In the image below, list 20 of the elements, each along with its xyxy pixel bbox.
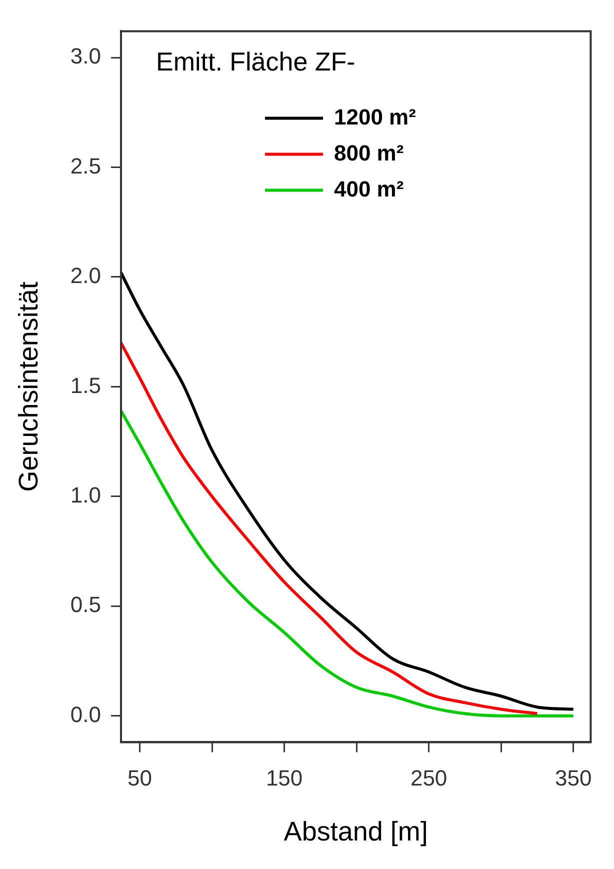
y-tick-label: 0.0 (70, 702, 101, 727)
y-tick-label: 3.0 (70, 44, 101, 69)
legend-label: 800 m² (334, 140, 404, 166)
legend-label: 400 m² (334, 176, 404, 202)
y-tick-label: 1.0 (70, 482, 101, 508)
x-tick-label: 150 (266, 765, 303, 790)
line-series (120, 341, 539, 716)
line-series (120, 409, 575, 718)
y-tick-label: 0.5 (70, 592, 101, 618)
x-tick-label: 250 (410, 765, 448, 790)
y-tick-label: 2.5 (70, 153, 101, 178)
y-tick-label: 1.5 (70, 372, 101, 398)
legend-title: Emitt. Fläche ZF- (156, 46, 356, 76)
legend-label: 1200 m² (334, 104, 416, 130)
x-tick-label: 50 (128, 765, 152, 790)
x-axis-title: Abstand [m] (284, 816, 428, 846)
y-tick-label: 2.0 (70, 263, 101, 288)
x-tick-label: 350 (554, 765, 592, 790)
y-axis-title: Geruchsintensität (14, 281, 44, 492)
line-series (120, 271, 575, 711)
